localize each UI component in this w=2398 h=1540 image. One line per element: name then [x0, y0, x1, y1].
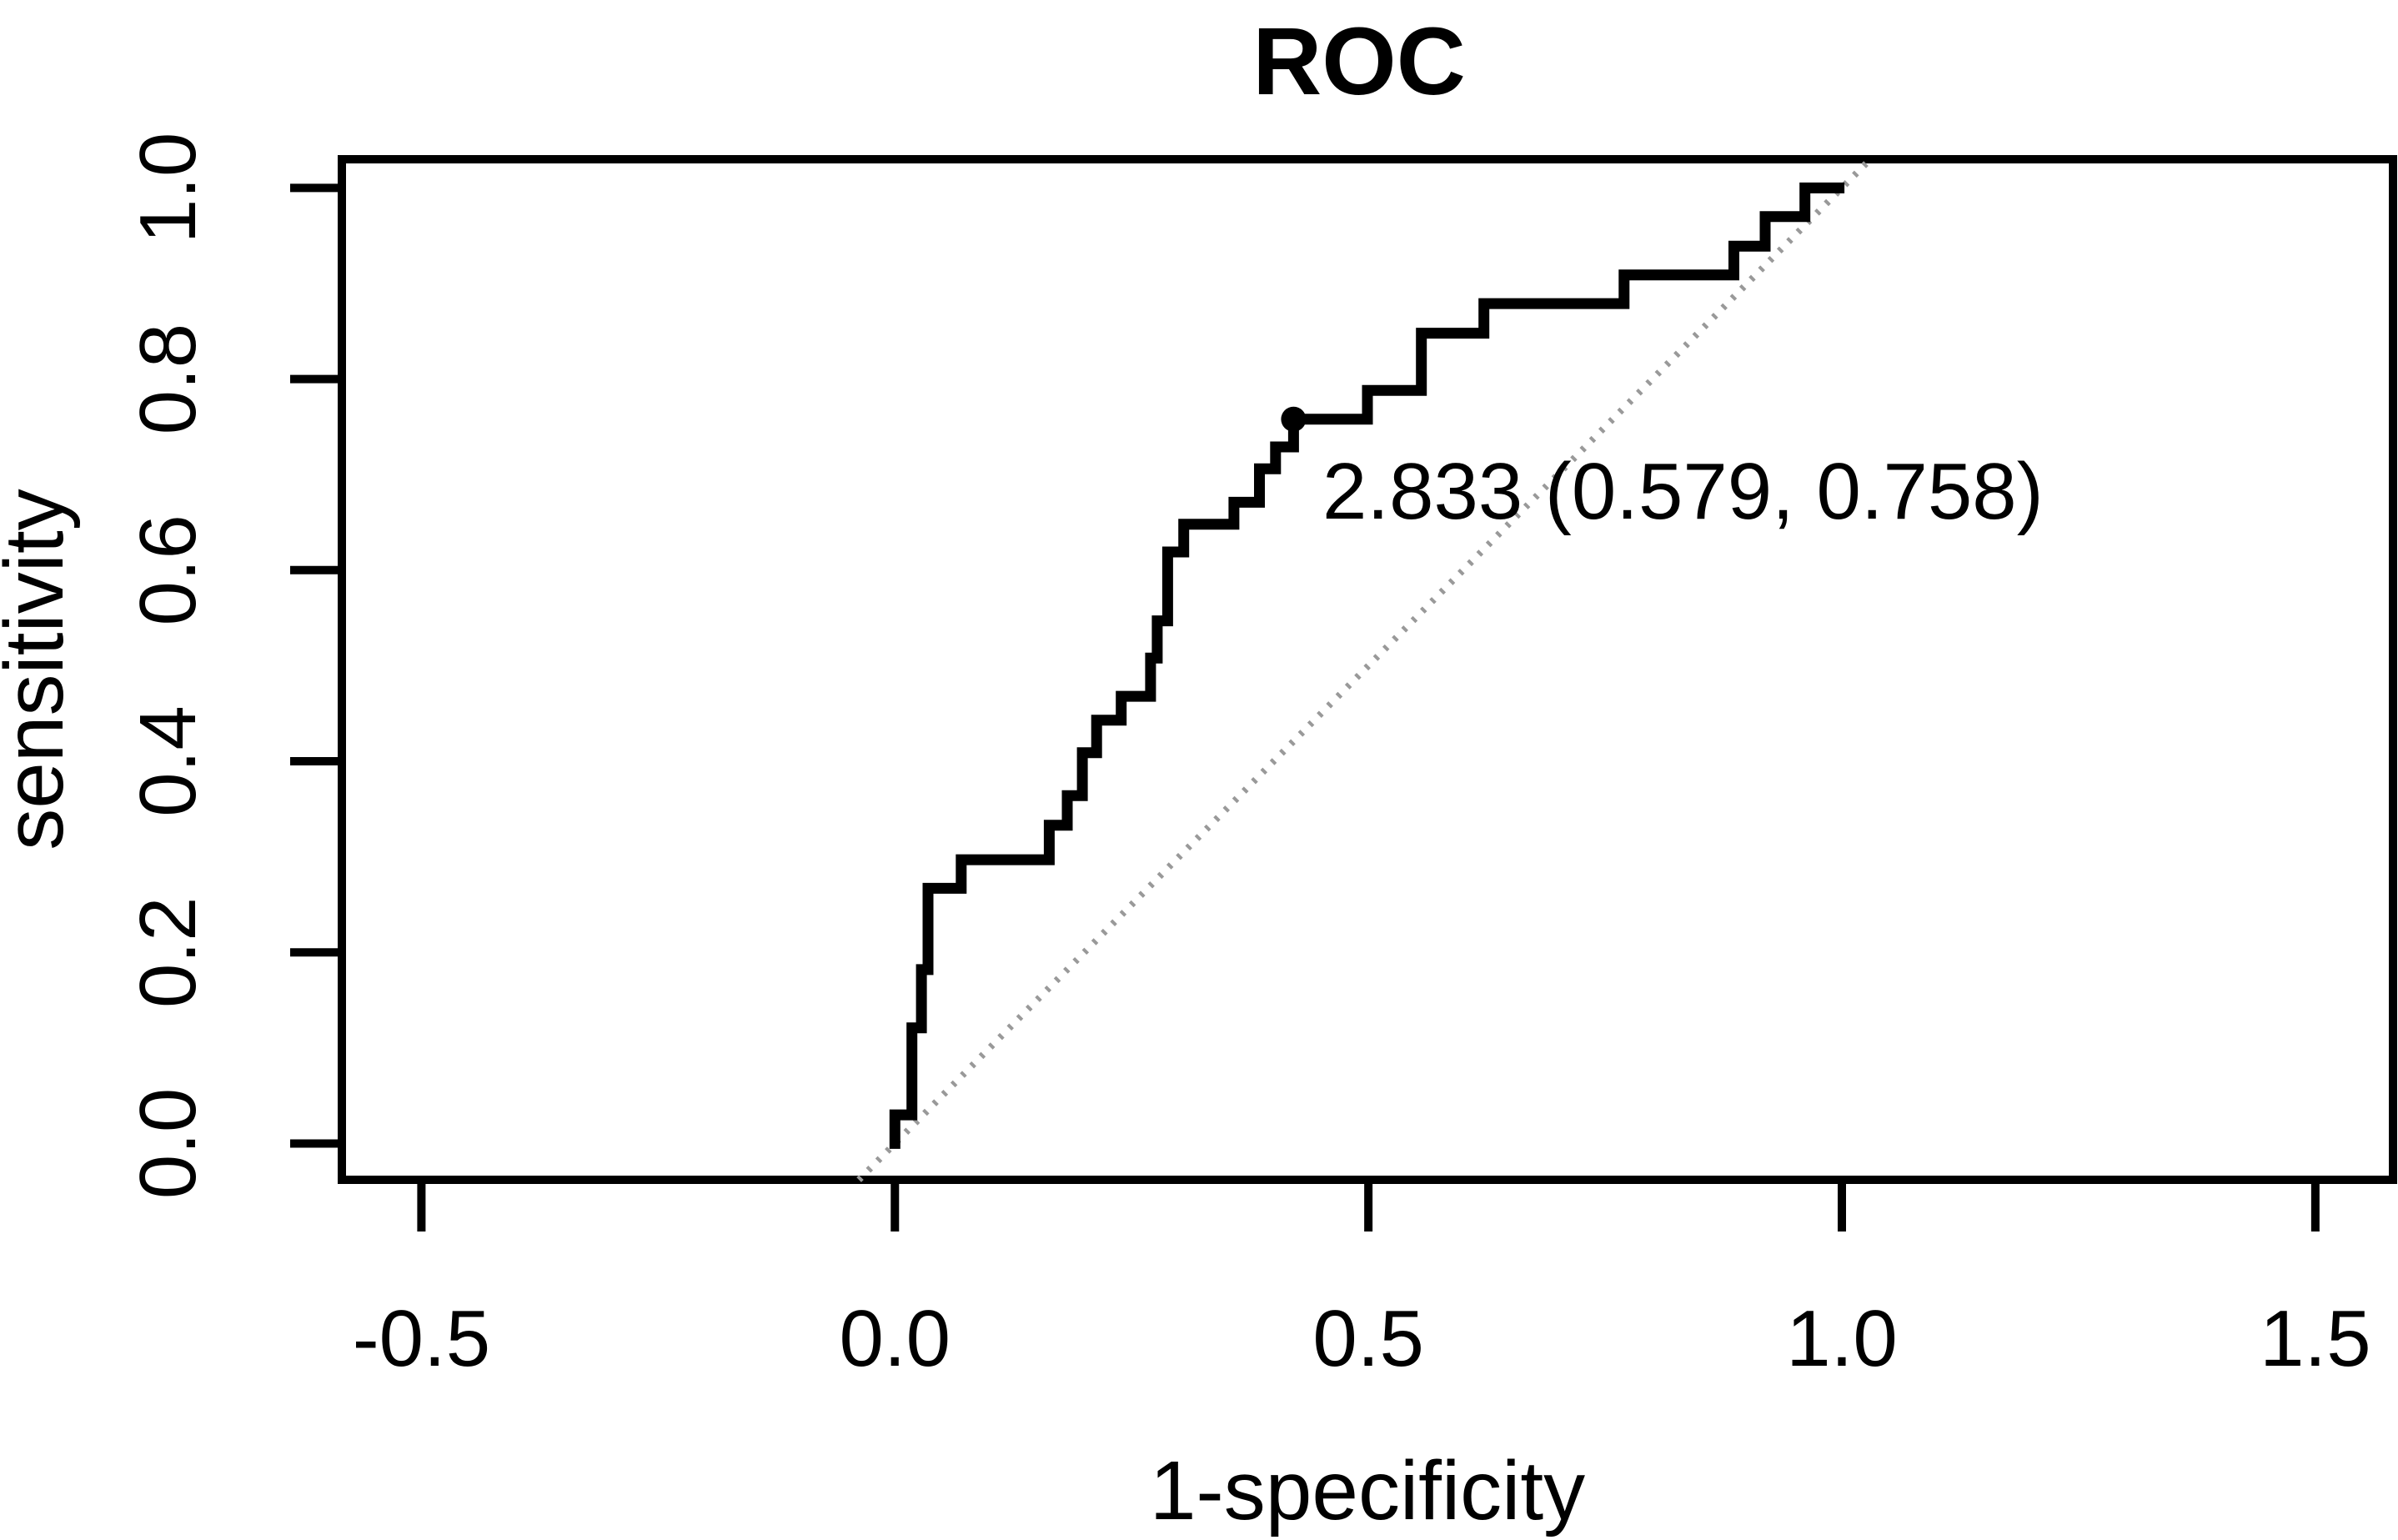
roc-curve [889, 182, 1845, 1149]
x-tick-label: 1.0 [1786, 1294, 1897, 1383]
threshold-point-marker [1281, 406, 1307, 432]
chart-title: ROC [1252, 8, 1466, 115]
y-tick-label: 0.4 [123, 705, 213, 816]
y-axis-label: sensitivity [0, 489, 81, 850]
y-tick-label: 0.8 [123, 324, 213, 434]
y-axis: 0.0 0.2 0.4 0.6 0.8 1.0 [123, 133, 342, 1199]
x-axis: -0.5 0.0 0.5 1.0 1.5 [353, 1180, 2371, 1383]
x-tick-label: 1.5 [2260, 1294, 2370, 1383]
y-tick-label: 0.0 [123, 1088, 213, 1199]
x-tick-label: 0.5 [1312, 1294, 1423, 1383]
x-tick-label: -0.5 [353, 1294, 490, 1383]
threshold-annotation: 2.833 (0.579, 0.758) [1322, 447, 2044, 536]
y-tick-label: 0.6 [123, 514, 213, 625]
x-tick-label: 0.0 [840, 1294, 951, 1383]
diagonal-reference-line [856, 157, 1873, 1182]
x-axis-label: 1-specificity [1150, 1444, 1585, 1537]
y-tick-label: 1.0 [123, 133, 213, 243]
y-tick-label: 0.2 [123, 897, 213, 1008]
